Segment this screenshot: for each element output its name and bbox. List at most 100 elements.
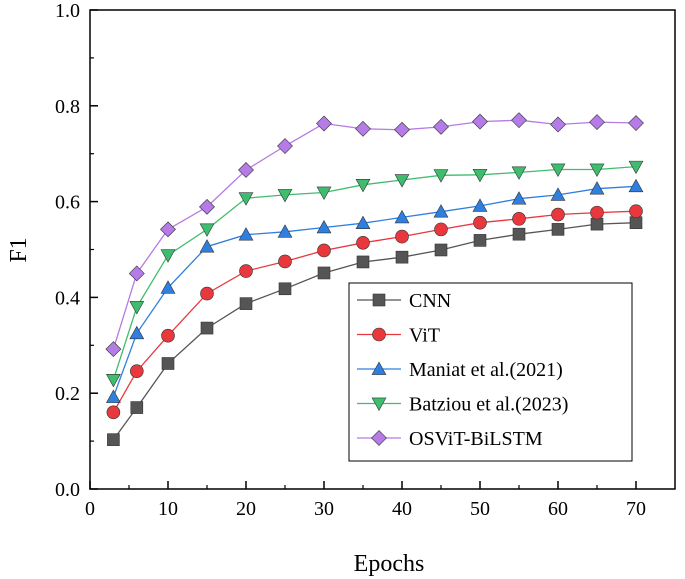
- data-point: [512, 212, 526, 226]
- data-point: [107, 433, 120, 446]
- legend-marker: [371, 430, 387, 446]
- data-point: [394, 174, 410, 188]
- data-point: [356, 255, 370, 269]
- data-point: [628, 160, 644, 175]
- data-point: [550, 163, 566, 178]
- legend-item: ViT: [357, 325, 440, 347]
- legend-marker: [371, 361, 387, 375]
- data-point: [472, 198, 488, 212]
- x-tick-label: 70: [626, 498, 646, 520]
- data-point: [239, 297, 253, 310]
- data-point: [105, 373, 121, 388]
- x-tick-label: 10: [158, 498, 178, 520]
- data-point: [278, 282, 292, 296]
- data-point: [433, 118, 449, 135]
- data-point: [106, 405, 121, 420]
- data-point: [238, 162, 254, 178]
- data-point: [395, 229, 409, 244]
- data-point: [238, 227, 254, 241]
- series-3: [105, 160, 644, 388]
- data-point: [355, 120, 371, 137]
- data-point: [551, 207, 565, 222]
- data-point: [161, 357, 175, 370]
- data-point: [161, 328, 175, 343]
- x-axis-ticks: 0 10 20 30 40 50 60 70: [85, 481, 646, 520]
- data-point: [629, 216, 643, 229]
- data-point: [434, 222, 448, 237]
- y-axis-title: F1: [6, 237, 32, 262]
- data-point: [473, 234, 487, 247]
- data-point: [434, 243, 448, 257]
- series-1: [106, 204, 643, 420]
- series-4: [105, 112, 644, 358]
- data-point: [129, 325, 145, 340]
- data-point: [473, 215, 487, 230]
- data-point: [316, 115, 332, 132]
- data-point: [239, 264, 253, 278]
- y-axis-ticks: 0.0 0.2 0.4 0.6 0.8 1.0: [55, 0, 98, 501]
- series-0: [107, 216, 643, 446]
- data-point: [277, 224, 293, 238]
- data-point: [200, 286, 214, 301]
- data-point: [511, 166, 527, 180]
- data-point: [278, 254, 292, 269]
- legend-label: OSViT-BiLSTM: [409, 428, 543, 450]
- data-point: [629, 204, 643, 218]
- data-point: [199, 223, 215, 237]
- data-point: [433, 169, 449, 183]
- data-point: [355, 215, 371, 229]
- legend-label: Maniat et al.(2021): [409, 359, 563, 381]
- legend-item: OSViT-BiLSTM: [357, 428, 543, 450]
- y-tick-label: 0.6: [55, 192, 80, 214]
- x-tick-label: 30: [314, 498, 334, 520]
- data-point: [550, 116, 566, 133]
- x-tick-label: 40: [392, 498, 412, 520]
- legend-item: CNN: [357, 290, 451, 312]
- y-tick-label: 0.2: [55, 383, 80, 405]
- x-tick-label: 0: [85, 498, 95, 520]
- data-point: [355, 179, 371, 193]
- data-point: [394, 209, 410, 224]
- x-tick-label: 60: [548, 498, 568, 520]
- legend-box: [348, 282, 633, 462]
- legend-marker: [372, 327, 386, 342]
- data-point: [130, 401, 144, 414]
- legend-marker: [372, 293, 386, 307]
- data-point: [160, 280, 176, 294]
- series-layer: [105, 112, 644, 446]
- data-point: [128, 265, 145, 282]
- data-point: [589, 181, 605, 195]
- data-point: [433, 204, 449, 218]
- data-point: [551, 223, 565, 236]
- legend-label: CNN: [409, 290, 451, 312]
- data-point: [356, 235, 370, 250]
- data-point: [105, 341, 122, 358]
- data-point: [105, 389, 121, 403]
- x-tick-label: 20: [236, 498, 256, 520]
- x-axis-title: Epochs: [354, 551, 425, 577]
- data-point: [512, 227, 526, 241]
- data-point: [199, 239, 215, 253]
- legend-marker: [371, 397, 387, 412]
- data-point: [200, 321, 214, 335]
- data-point: [316, 186, 332, 201]
- data-point: [160, 221, 176, 238]
- data-point: [317, 266, 331, 280]
- y-tick-label: 1.0: [55, 0, 80, 22]
- legend-item: Maniat et al.(2021): [357, 359, 563, 381]
- data-point: [160, 249, 176, 263]
- data-point: [589, 163, 605, 178]
- legend-item: Batziou et al.(2023): [357, 394, 568, 416]
- data-point: [472, 168, 488, 183]
- data-point: [277, 138, 293, 154]
- data-point: [316, 219, 332, 234]
- data-point: [317, 243, 331, 258]
- y-tick-label: 0.0: [55, 479, 80, 501]
- data-point: [395, 250, 409, 264]
- data-point: [130, 364, 144, 378]
- legend-label: ViT: [409, 325, 440, 347]
- data-point: [590, 205, 604, 220]
- data-point: [590, 217, 604, 231]
- data-point: [238, 192, 254, 206]
